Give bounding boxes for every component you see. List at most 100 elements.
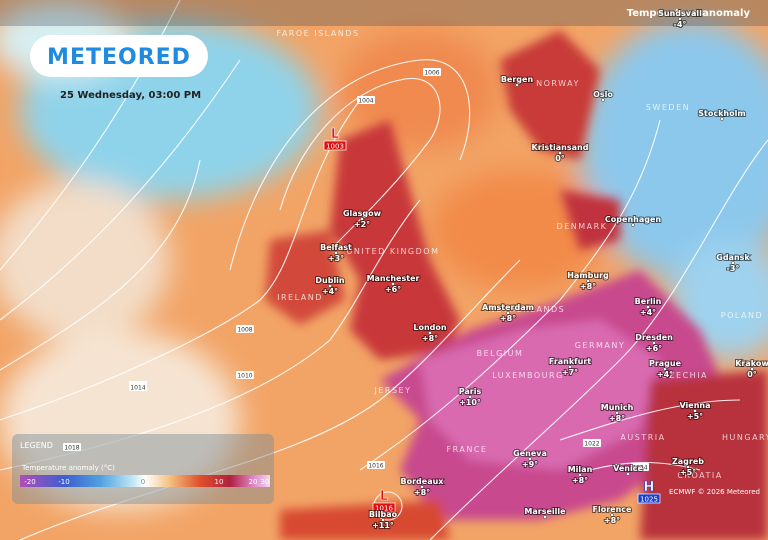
pressure-center-type: H [644, 480, 655, 495]
city-anomaly: +4° [640, 308, 656, 317]
city-dot [610, 513, 614, 517]
country-label: SWEDEN [646, 103, 690, 112]
city-dot [515, 83, 519, 87]
city-name: Dublin [315, 276, 345, 285]
isobar-label: 1010 [237, 373, 252, 380]
pressure-center-value: 1003 [326, 143, 344, 151]
isobar-label: 1024 [632, 465, 647, 472]
city-name: Krakow [735, 359, 768, 368]
city-dot [578, 473, 582, 477]
country-label: LUXEMBOURG [492, 371, 564, 380]
isobar-line [0, 99, 361, 421]
pressure-center-type: L [331, 127, 339, 142]
city-dot [663, 367, 667, 371]
pressure-center-box [637, 493, 661, 504]
isobar-line [429, 139, 768, 540]
city-dot [615, 411, 619, 415]
isobar-label-bg [129, 383, 147, 391]
city-dot [750, 367, 754, 371]
city-name: Florence [593, 505, 633, 514]
country-label: NETHERLANDS [489, 305, 565, 314]
city-name: Munich [601, 403, 634, 412]
isobar-line [279, 77, 441, 251]
city-dot [420, 485, 424, 489]
country-label: GERMANY [575, 341, 626, 350]
country-label: FAROE ISLANDS [276, 29, 359, 38]
isobar-line [0, 59, 241, 321]
country-label: JERSEY [374, 386, 412, 395]
isobar-line [0, 199, 421, 471]
city-dot [686, 465, 690, 469]
isobar-line [19, 259, 521, 540]
isobar-label-bg [357, 96, 375, 104]
city-dot [720, 117, 724, 121]
city-dot [652, 341, 656, 345]
city-anomaly: +2° [354, 220, 370, 229]
city-dot [626, 472, 630, 476]
credit: ECMWF © 2026 Meteored [669, 488, 760, 496]
isobar-line [229, 59, 471, 271]
city-dot [586, 279, 590, 283]
city-name: Kristiansand [532, 143, 589, 152]
country-label: UNITED KINGDOM [347, 247, 440, 256]
logo-box [30, 35, 208, 77]
city-anomaly: -4° [674, 20, 687, 29]
country-label: AUSTRIA [620, 433, 665, 442]
city-dot [601, 98, 605, 102]
city-dot [631, 223, 635, 227]
legend-tick-label: 30 [261, 478, 270, 486]
pressure-center-box [323, 140, 347, 151]
city-name: Bergen [501, 75, 534, 84]
pressure-center-box [372, 502, 396, 513]
city-name: Dresden [635, 333, 673, 342]
city-name: Glasgow [343, 209, 382, 218]
city-name: Bilbao [369, 510, 398, 519]
city-anomaly: +8° [422, 334, 438, 343]
city-anomaly: -3° [727, 264, 740, 273]
country-label: BELGIUM [477, 349, 524, 358]
legend-ticks: -20 -10 0 10 20 30 [24, 478, 269, 486]
city-dot [646, 305, 650, 309]
datetime: 25 Wednesday, 03:00 PM [60, 90, 201, 101]
legend-tick-label: -10 [58, 478, 69, 486]
country-label: POLAND [721, 311, 763, 320]
city-dot [391, 282, 395, 286]
city-name: Gdansk [716, 253, 750, 262]
city-name: Amsterdam [482, 303, 534, 312]
city-name: Belfast [320, 243, 352, 252]
city-dot [328, 284, 332, 288]
legend-colorbar [20, 475, 270, 487]
city-dot [558, 151, 562, 155]
city-name: Stockholm [698, 109, 745, 118]
pressure-center-value: 1016 [375, 505, 393, 513]
city-name: Copenhagen [605, 215, 661, 224]
country-label: HUNGARY [722, 433, 768, 442]
legend-tick-label: -20 [24, 478, 35, 486]
isobar-label: 1016 [368, 463, 383, 470]
city-anomaly: +7° [562, 368, 578, 377]
city-anomaly: +4° [657, 370, 673, 379]
city-name: Vienna [679, 401, 710, 410]
city-name: Paris [459, 387, 482, 396]
city-anomaly: +4° [322, 287, 338, 296]
city-name: Milan [568, 465, 593, 474]
city-dot [334, 251, 338, 255]
city-dot [528, 457, 532, 461]
city-anomaly: +8° [572, 476, 588, 485]
isobar-label-bg [236, 371, 254, 379]
country-label: IRELAND [277, 293, 323, 302]
isobar-label: 1018 [64, 445, 79, 452]
city-name: Geneva [513, 449, 547, 458]
city-name: Zagreb [672, 457, 704, 466]
city-dot [360, 217, 364, 221]
isobar-label: 1006 [424, 70, 439, 77]
city-name: Bordeaux [401, 477, 445, 486]
legend-title: LEGEND [20, 441, 53, 450]
isobar-line [359, 119, 661, 471]
layer-name: Temperature anomaly [627, 8, 751, 19]
city-name: Berlin [635, 297, 662, 306]
city-dot [381, 518, 385, 522]
